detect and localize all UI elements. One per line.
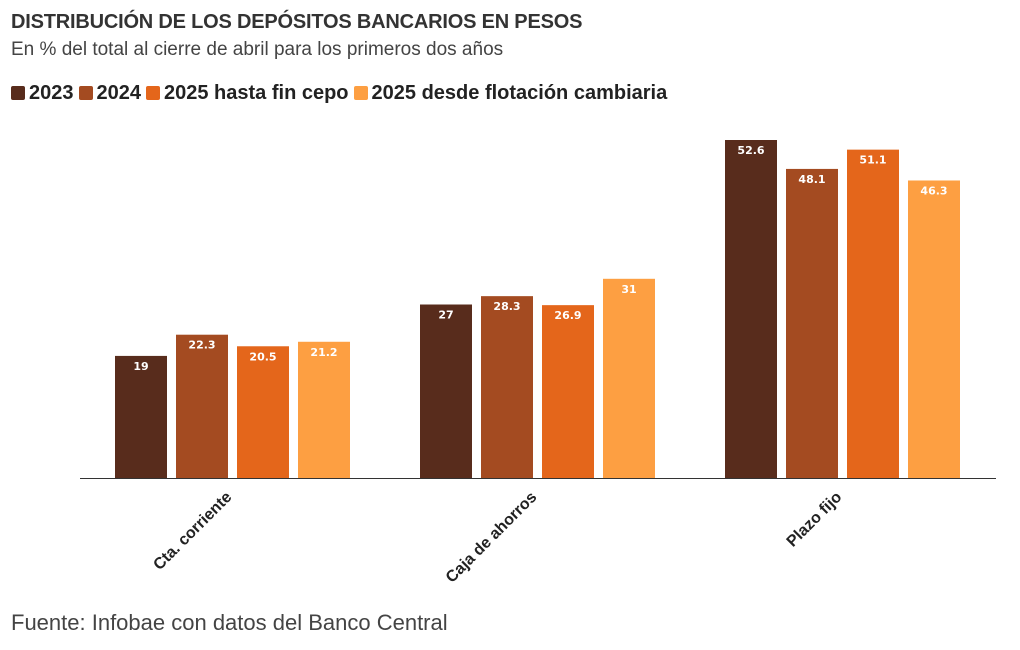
legend-item-2025-desde-flotacion: 2025 desde flotación cambiaria [353, 81, 668, 105]
legend-swatch-2025-desde-flotacion [353, 86, 368, 100]
bar-cta-corriente-2024 [176, 334, 228, 478]
legend-item-2023: 2023 [11, 82, 74, 105]
legend-swatch-2025-hasta-fin-cepo [146, 86, 160, 100]
bar-value-label: 46.3 [920, 184, 947, 197]
bar-plazo-fijo-2024 [786, 168, 838, 478]
legend-label-2023: 2023 [29, 81, 74, 104]
bar-value-label: 28.3 [493, 300, 520, 313]
legend-item-2025-hasta-fin-cepo: 2025 hasta fin cepo [146, 82, 349, 105]
bar-plazo-fijo-2023 [725, 140, 777, 478]
bar-value-label: 31 [621, 283, 636, 296]
legend-label-2024: 2024 [96, 81, 142, 104]
bar-value-label: 20.5 [249, 350, 276, 363]
bar-value-label: 19 [133, 360, 148, 373]
legend-swatch-2023 [11, 86, 25, 100]
bar-value-label: 51.1 [859, 154, 886, 167]
legend-swatch-2024 [78, 86, 93, 100]
x-tick-label-caja-de-ahorros: Caja de ahorros [443, 489, 541, 587]
bar-caja-de-ahorros-2024 [481, 296, 533, 478]
bar-value-label: 21.2 [310, 346, 337, 359]
bar-chart: 19 22.3 20.5 21.2 Cta. corriente 27 28.3 26.9 31… [80, 140, 996, 587]
x-tick-label-plazo-fijo: Plazo fijo [784, 489, 846, 551]
legend: 2023 2024 2025 hasta fin cepo 2025 desde… [11, 80, 672, 106]
bar-plazo-fijo-2025-desde-flotacion-cambiaria [908, 180, 960, 478]
x-tick-label-cta-corriente: Cta. corriente [150, 489, 235, 574]
legend-label-2025-hasta-fin-cepo: 2025 hasta fin cepo [164, 81, 349, 104]
bar-value-label: 27 [438, 309, 453, 322]
bar-plazo-fijo-2025-hasta-fin-cepo [847, 149, 899, 478]
bar-value-label: 48.1 [798, 173, 825, 186]
legend-label-2025-desde-flotacion: 2025 desde flotación cambiaria [371, 81, 668, 104]
bar-value-label: 52.6 [737, 144, 764, 157]
bar-cta-corriente-2025-desde-flotacion-cambiaria [298, 341, 350, 478]
source-note: Fuente: Infobae con datos del Banco Cent… [11, 610, 448, 635]
bar-cta-corriente-2023 [115, 355, 167, 478]
bar-value-label: 22.3 [188, 339, 215, 352]
chart-subtitle: En % del total al cierre de abril para l… [11, 39, 504, 60]
chart-title: DISTRIBUCIÓN DE LOS DEPÓSITOS BANCARIOS … [11, 11, 583, 33]
bar-caja-de-ahorros-2025-hasta-fin-cepo [542, 305, 594, 478]
bar-caja-de-ahorros-2025-desde-flotacion-cambiaria [603, 278, 655, 478]
legend-item-2024: 2024 [78, 81, 142, 105]
bar-cta-corriente-2025-hasta-fin-cepo [237, 346, 289, 478]
bar-caja-de-ahorros-2023 [420, 304, 472, 478]
bar-value-label: 26.9 [554, 309, 581, 322]
